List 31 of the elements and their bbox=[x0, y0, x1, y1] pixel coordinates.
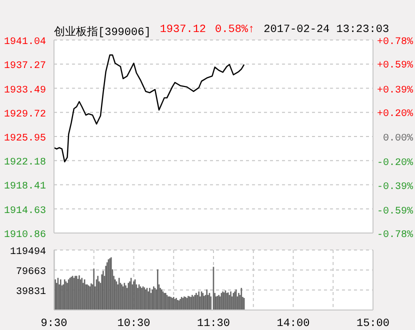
y2-tick-label: +0.59% bbox=[376, 60, 413, 72]
x-tick-label: 15:00 bbox=[356, 318, 390, 330]
y-tick-label: 1929.72 bbox=[4, 109, 46, 120]
x-tick-label: 11:30 bbox=[196, 318, 230, 330]
text: 1937.12 bbox=[160, 24, 206, 38]
y-tick-label: 79663 bbox=[16, 267, 46, 278]
y-tick-label: 1918.41 bbox=[4, 182, 46, 193]
y-tick-label: 1933.49 bbox=[4, 85, 46, 96]
x-tick-label: 9:30 bbox=[40, 318, 68, 330]
y2-tick-label: +0.39% bbox=[376, 85, 413, 96]
y-tick-label: 1937.27 bbox=[4, 61, 46, 72]
y2-tick-label: -0.59% bbox=[376, 206, 413, 218]
y2-tick-label: -0.39% bbox=[376, 182, 413, 193]
y2-tick-label: 0.00% bbox=[382, 134, 413, 144]
y-tick-label: 1910.86 bbox=[4, 230, 46, 241]
line-series bbox=[54, 54, 245, 162]
text: 2017-02-24 13:23:03 bbox=[264, 24, 390, 36]
text: 0.58%↑ bbox=[215, 24, 255, 38]
y-tick-label: 1922.18 bbox=[4, 158, 46, 169]
y2-tick-label: +0.20% bbox=[376, 108, 413, 120]
y2-tick-label: -0.20% bbox=[376, 158, 413, 170]
y-tick-label: 1941.04 bbox=[4, 37, 46, 48]
y-tick-label: 119494 bbox=[10, 247, 46, 258]
y2-tick-label: +0.78% bbox=[376, 37, 413, 48]
y-tick-label: 1925.95 bbox=[4, 134, 46, 144]
y-tick-label: 39831 bbox=[16, 287, 46, 298]
y2-tick-label: -0.78% bbox=[376, 230, 413, 241]
x-tick-label: 14:00 bbox=[276, 318, 310, 330]
y-tick-label: 1914.63 bbox=[4, 206, 46, 217]
x-tick-label: 10:30 bbox=[117, 318, 150, 330]
chart-title: 创业板指[399006] bbox=[54, 25, 151, 39]
